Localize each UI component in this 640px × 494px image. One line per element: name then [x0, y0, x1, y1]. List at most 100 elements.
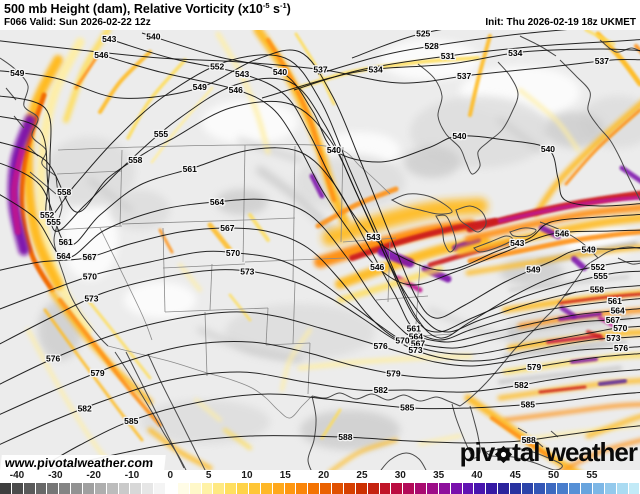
header: 500 mb Height (dam), Relative Vorticity … [0, 0, 640, 30]
colorbar-cell [403, 483, 416, 494]
colorbar-cell [426, 483, 439, 494]
contour-label: 573 [84, 293, 98, 303]
colorbar-cell [47, 483, 60, 494]
colorbar-cells [0, 483, 640, 494]
contour-label: 585 [400, 403, 414, 413]
colorbar-tick: 40 [471, 470, 483, 481]
contour-label: 573 [606, 333, 620, 343]
contour-label: 567 [220, 223, 234, 233]
colorbar-tick: -30 [48, 470, 63, 481]
colorbar-cell [509, 483, 522, 494]
colorbar-tick: 30 [394, 470, 406, 481]
colorbar-tick: 50 [548, 470, 560, 481]
contour-label: 540 [452, 131, 466, 141]
contour-label: 555 [47, 217, 61, 227]
contour-label: 588 [338, 432, 352, 442]
contour-label: 531 [441, 51, 455, 61]
colorbar-cell [557, 483, 570, 494]
contour-label: 543 [235, 69, 249, 79]
colorbar-cell [391, 483, 404, 494]
colorbar-tick: -10 [124, 470, 140, 481]
contour-label: 567 [82, 252, 96, 262]
height-contour-layer [0, 30, 640, 470]
contour-label: 567 [606, 315, 620, 325]
colorbar-cell [581, 483, 593, 494]
contour-label: 534 [508, 48, 522, 58]
contour-label: 558 [128, 155, 142, 165]
logo-text-left: piv [459, 437, 496, 467]
contour-label: 546 [370, 262, 384, 272]
colorbar-cell [296, 483, 309, 494]
contour-label: 576 [46, 354, 60, 364]
contour-label: 555 [594, 271, 608, 281]
colorbar-cell [379, 483, 392, 494]
colorbar-cell [35, 483, 48, 494]
colorbar-cell [225, 483, 238, 494]
contour-label: 543 [102, 34, 116, 44]
gear-icon [495, 445, 513, 463]
colorbar-cell [166, 483, 178, 494]
contour-label: 582 [514, 380, 528, 390]
colorbar-cell [0, 483, 12, 494]
colorbar-cell [545, 483, 558, 494]
colorbar-cell [355, 483, 368, 494]
contour-label: 540 [273, 67, 287, 77]
contour-label: 528 [425, 41, 439, 51]
contour-label: 585 [124, 416, 138, 426]
map-canvas: 525 528 531 534 534 537 537 537 540 540 540 540 540 5… [0, 30, 640, 470]
contour-label: 564 [56, 251, 70, 261]
colorbar-cell [106, 483, 119, 494]
colorbar-cell [189, 483, 202, 494]
contour-label: 537 [313, 65, 327, 75]
colorbar-tick: 45 [509, 470, 521, 481]
colorbar-tick: 55 [586, 470, 598, 481]
colorbar-cell [498, 483, 510, 494]
colorbar-cell [130, 483, 143, 494]
contour-label: 561 [59, 237, 73, 247]
contour-label: 561 [608, 296, 622, 306]
colorbar-cell [142, 483, 155, 494]
contour-label: 549 [582, 245, 596, 255]
colorbar-tick: 0 [167, 470, 174, 481]
contour-label: 549 [10, 68, 24, 78]
contour-label: 525 [416, 30, 430, 39]
colorbar-cell [474, 483, 487, 494]
colorbar-cell [415, 483, 427, 494]
contour-label: 543 [366, 232, 380, 242]
pivotal-weather-logo: piv tal weather [459, 437, 638, 467]
colorbar-cell [438, 483, 451, 494]
colorbar-cell [604, 483, 617, 494]
colorbar-tick: 25 [356, 470, 368, 481]
colorbar-cell [628, 483, 640, 494]
colorbar-cell [272, 483, 285, 494]
colorbar-cell [450, 483, 463, 494]
contour-label: 537 [457, 71, 471, 81]
contour-label: 567 [411, 339, 425, 349]
colorbar-cell [177, 483, 190, 494]
colorbar-tick: 15 [279, 470, 291, 481]
colorbar-tick: 5 [205, 470, 212, 481]
colorbar-cell [260, 483, 273, 494]
contour-label: 570 [395, 335, 409, 345]
colorbar-cell [592, 483, 605, 494]
colorbar-cell [569, 483, 582, 494]
colorbar-cell [94, 483, 107, 494]
contour-label: 558 [57, 187, 71, 197]
colorbar-cell [71, 483, 84, 494]
contour-label: 534 [368, 64, 382, 74]
contour-label: 552 [591, 262, 605, 272]
colorbar-cell [486, 483, 499, 494]
colorbar-cell [237, 483, 250, 494]
colorbar-tick: -20 [86, 470, 101, 481]
contour-label: 564 [409, 331, 423, 341]
colorbar-cell [201, 483, 214, 494]
colorbar-cell [616, 483, 629, 494]
colorbar-tick: -40 [9, 470, 25, 481]
contour-label: 564 [210, 197, 224, 207]
contour-label: 561 [183, 164, 197, 174]
colorbar-cell [343, 483, 356, 494]
contour-label: 576 [614, 343, 628, 353]
contour-label: 552 [40, 210, 54, 220]
